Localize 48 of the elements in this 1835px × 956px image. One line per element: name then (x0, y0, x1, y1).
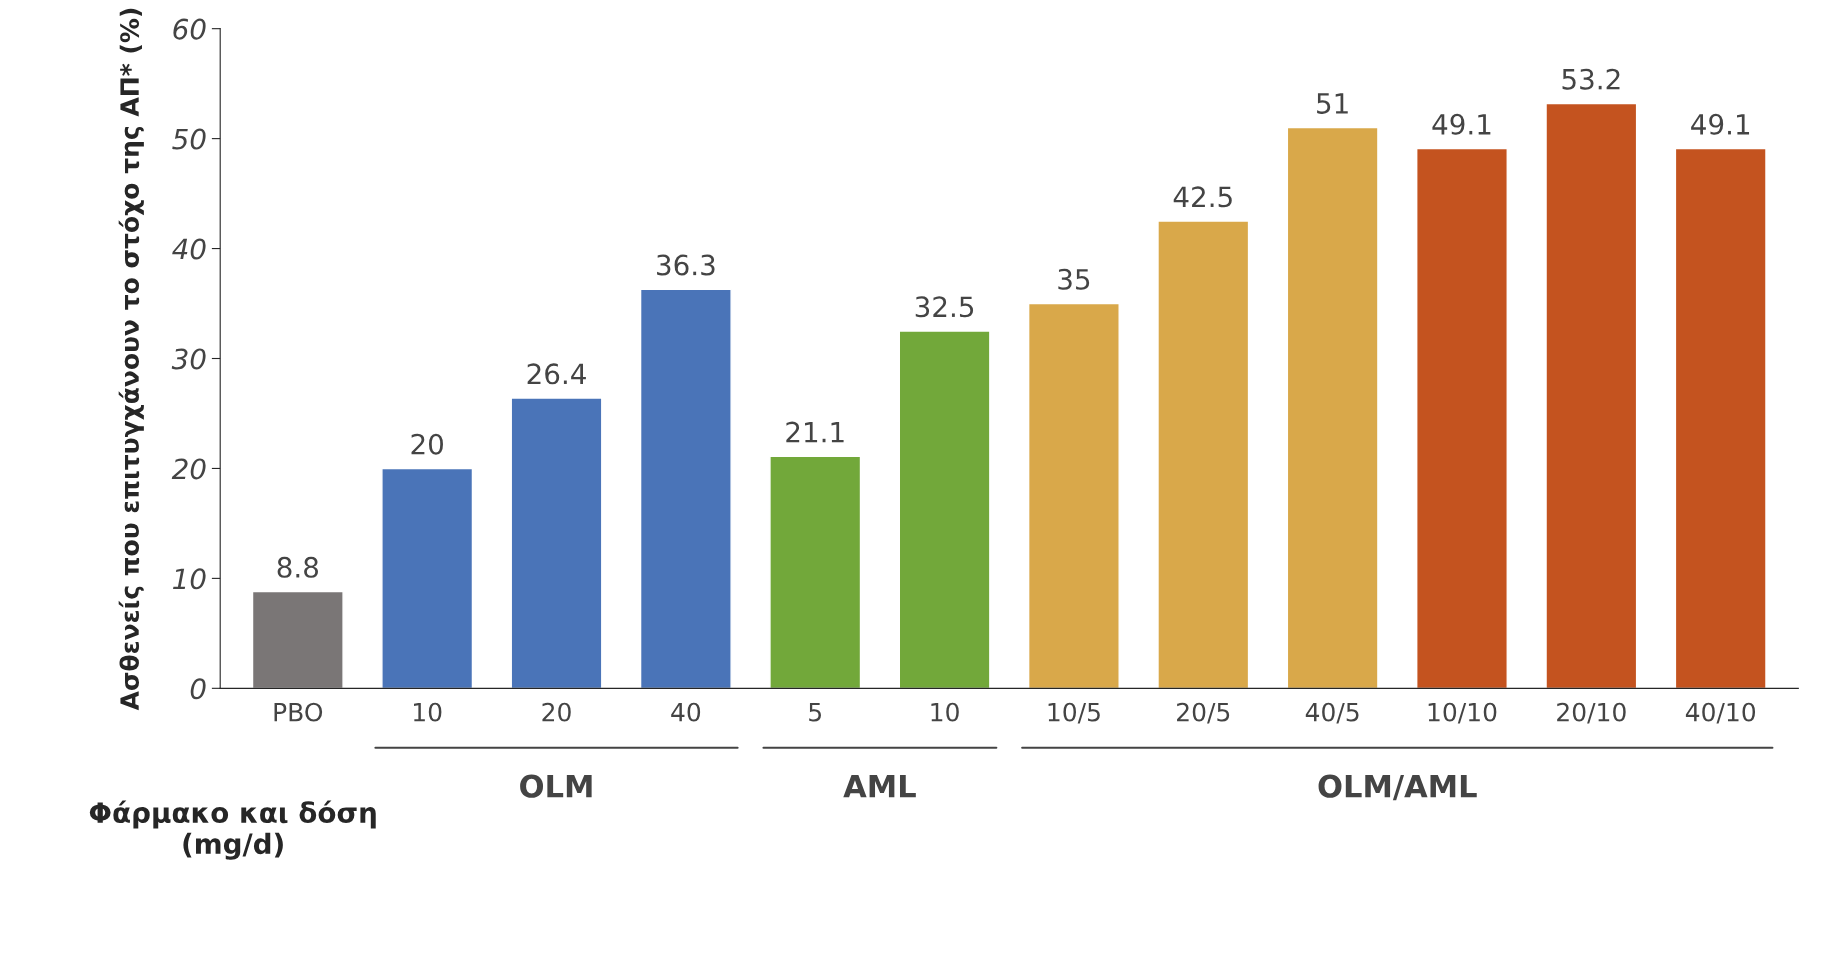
x-tick-label: PBO (274, 702, 323, 722)
x-tick-label: 10 (931, 702, 959, 722)
bar (898, 330, 991, 689)
bar (1545, 102, 1638, 689)
bar (1157, 220, 1250, 689)
x-tick-label: 20 (542, 702, 571, 722)
x-tick-label: 5 (809, 702, 821, 722)
data-label: 26.4 (527, 363, 586, 385)
x-tick-label: 40/5 (1305, 702, 1359, 724)
bar (769, 455, 862, 689)
data-label: 8.8 (277, 556, 318, 578)
data-label: 49.1 (1691, 113, 1750, 135)
x-tick-label: 10 (414, 702, 442, 722)
bar (510, 397, 603, 689)
y-tick-label: 20 (171, 458, 206, 480)
data-label: 21.1 (786, 421, 844, 443)
x-tick-label: 40 (671, 702, 701, 722)
x-tick-label: 40/10 (1685, 702, 1756, 724)
bar (1027, 302, 1120, 689)
data-label: 32.5 (915, 296, 974, 318)
text: Φάρμακο και δόση (mg/d) (89, 800, 376, 860)
bar (1416, 147, 1508, 689)
y-tick-label: 40 (172, 238, 206, 260)
x-tick-label: 10/5 (1048, 702, 1100, 724)
bar (1674, 147, 1767, 689)
y-tick-label: 30 (171, 348, 206, 370)
x-tick-label: 20/10 (1557, 702, 1626, 724)
text: OLM (520, 774, 592, 798)
bar (1286, 126, 1379, 689)
x-tick-label: 10/10 (1428, 702, 1497, 724)
data-label: 53.2 (1562, 68, 1620, 90)
bar (381, 467, 474, 689)
y-tick-label: 10 (173, 568, 206, 590)
y-axis-title: Ασθενείς που επιτυγχάνουν το στόχο της ΑΠ* (%) (118, 8, 144, 711)
y-tick-label: 0 (190, 678, 206, 700)
bar (251, 590, 344, 689)
data-label: 20 (411, 433, 443, 455)
data-label: 35 (1058, 268, 1090, 290)
y-tick-label: 50 (172, 128, 206, 150)
data-label: 51 (1317, 93, 1348, 114)
bar (639, 288, 732, 689)
text: AML (843, 775, 916, 798)
y-tick-label: 60 (173, 18, 206, 40)
data-label: 49.1 (1432, 113, 1491, 135)
data-label: 42.5 (1173, 186, 1232, 208)
text: OLM/AML (1318, 774, 1477, 801)
x-tick-label: 20/5 (1177, 702, 1230, 724)
data-label: 36.3 (657, 254, 715, 276)
